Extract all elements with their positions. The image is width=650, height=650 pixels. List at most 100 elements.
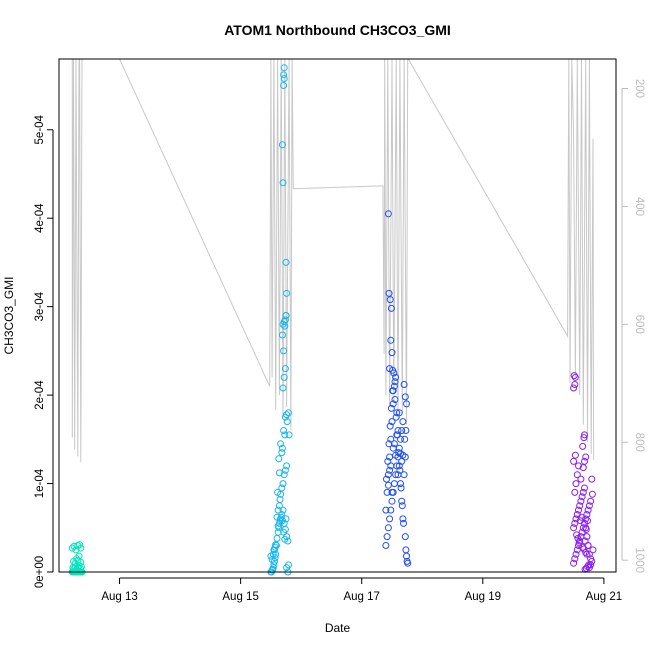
data-point xyxy=(392,373,400,381)
data-point xyxy=(285,561,292,569)
data-point xyxy=(570,524,578,532)
data-point xyxy=(572,480,580,488)
data-point xyxy=(283,418,291,426)
data-point xyxy=(571,451,579,459)
data-point xyxy=(583,533,591,541)
data-point xyxy=(271,543,279,551)
data-point xyxy=(400,381,408,388)
y-tick-label: 4e-04 xyxy=(34,203,46,233)
data-point xyxy=(387,435,395,443)
data-point xyxy=(386,515,394,523)
data-point xyxy=(383,488,391,496)
data-point xyxy=(77,544,85,552)
data-point xyxy=(278,449,286,457)
data-point xyxy=(388,418,396,426)
data-point xyxy=(404,559,412,567)
data-point xyxy=(573,531,581,539)
data-point xyxy=(390,440,398,448)
data-point xyxy=(577,475,585,483)
data-point xyxy=(389,400,397,408)
data-point xyxy=(279,179,287,187)
data-point xyxy=(398,427,406,434)
data-point xyxy=(401,453,409,461)
data-point xyxy=(570,372,578,380)
data-point xyxy=(588,475,596,483)
data-point xyxy=(571,381,579,388)
data-point xyxy=(397,484,405,492)
data-point xyxy=(390,382,398,390)
data-point xyxy=(584,517,591,525)
data-point xyxy=(282,258,290,266)
data-point xyxy=(383,475,390,483)
data-point xyxy=(280,347,288,355)
data-point xyxy=(398,502,406,510)
data-point xyxy=(402,427,410,434)
data-point xyxy=(386,466,394,474)
data-point xyxy=(281,365,289,373)
data-point xyxy=(576,517,584,525)
data-point xyxy=(575,542,582,549)
data-point xyxy=(398,497,406,505)
x-axis: Aug 13 Aug 15 Aug 17 Aug 19 Aug 21 xyxy=(101,577,622,603)
data-point xyxy=(582,453,590,461)
data-point xyxy=(281,431,289,439)
data-point xyxy=(280,75,288,82)
y-axis: 0e+00 1e-04 2e-04 3e-04 4e-04 5e-04 xyxy=(34,114,54,588)
data-point xyxy=(77,563,85,571)
data-point xyxy=(579,442,587,450)
data-point xyxy=(277,513,285,521)
data-point xyxy=(570,559,578,567)
data-point xyxy=(383,533,391,541)
data-point xyxy=(387,462,395,470)
data-point xyxy=(397,480,404,488)
data-point xyxy=(385,440,393,448)
data-point xyxy=(396,466,404,474)
data-point xyxy=(279,320,287,328)
data-point xyxy=(389,366,397,374)
data-point xyxy=(272,542,280,549)
data-point xyxy=(279,384,287,392)
data-points-layer xyxy=(68,64,597,576)
data-point xyxy=(575,462,582,470)
data-point xyxy=(77,558,85,566)
data-point xyxy=(387,404,395,412)
data-point xyxy=(279,506,287,514)
data-point xyxy=(72,546,80,554)
data-point xyxy=(280,64,288,72)
data-point xyxy=(581,431,588,439)
data-point xyxy=(576,502,584,510)
data-point xyxy=(581,484,588,492)
x-tick-label: Aug 13 xyxy=(101,591,137,603)
y2-axis-pressure: 200 400 600 800 1000 xyxy=(621,79,645,573)
data-point xyxy=(76,541,84,549)
data-point xyxy=(585,502,593,510)
data-point xyxy=(281,535,289,543)
data-point xyxy=(398,457,406,465)
data-point xyxy=(281,466,289,474)
data-point xyxy=(393,409,401,417)
data-point xyxy=(571,373,579,381)
y2-tick-label: 400 xyxy=(633,197,645,216)
data-point xyxy=(275,469,283,477)
data-point xyxy=(392,451,400,459)
y2-tick-label: 1000 xyxy=(633,547,645,573)
data-point xyxy=(384,524,392,532)
data-point xyxy=(578,513,585,521)
plot-frame xyxy=(58,58,617,573)
data-point xyxy=(280,373,288,381)
data-point xyxy=(386,422,394,430)
data-point xyxy=(280,71,288,79)
data-point xyxy=(282,312,290,319)
data-point xyxy=(390,480,398,488)
data-point xyxy=(589,546,597,554)
data-point xyxy=(280,82,288,89)
pressure-trace-layer xyxy=(71,58,595,463)
data-point xyxy=(388,497,396,505)
y2-tick-label: 600 xyxy=(633,315,645,334)
y2-tick-label: 200 xyxy=(633,79,645,98)
data-point xyxy=(579,488,587,496)
data-point xyxy=(382,542,390,549)
data-point xyxy=(283,462,291,470)
data-point xyxy=(275,455,283,463)
data-point xyxy=(571,555,579,563)
